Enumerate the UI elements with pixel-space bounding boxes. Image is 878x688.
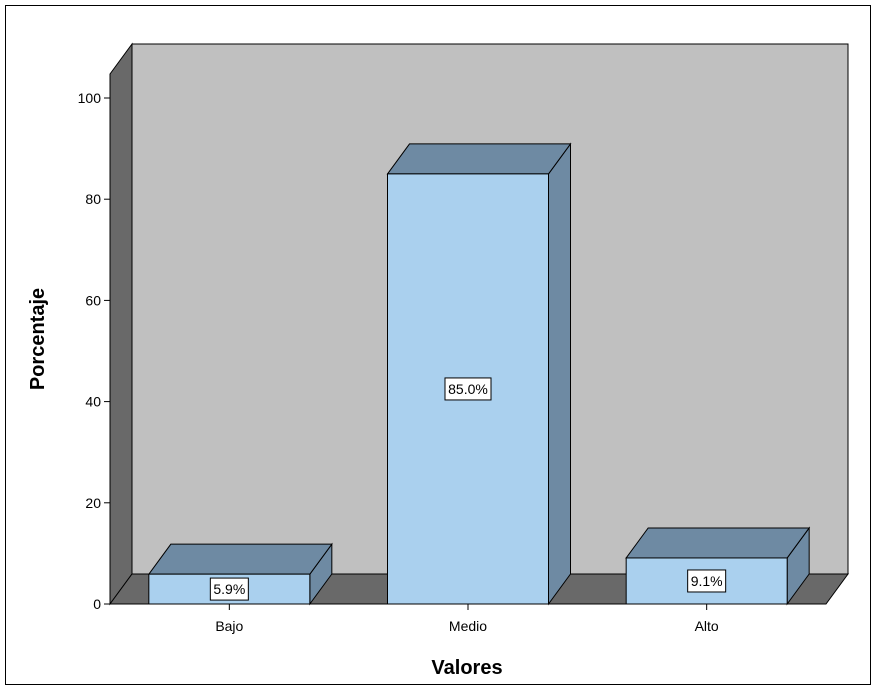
data-label: 9.1% xyxy=(691,573,723,589)
bar-front-face xyxy=(625,557,788,605)
x-axis-title: Valores xyxy=(431,657,502,679)
bar-alto: 9.1% xyxy=(625,526,811,606)
x-tick-label: Bajo xyxy=(215,618,243,634)
y-tick-label: 60 xyxy=(85,292,101,308)
data-label-box xyxy=(209,577,249,601)
data-label: 5.9% xyxy=(213,581,245,597)
bar-bajo: 5.9% xyxy=(147,542,333,606)
x-tick-label: Alto xyxy=(695,618,719,634)
data-label-box xyxy=(687,569,727,593)
data-label-box xyxy=(444,377,492,401)
data-label: 85.0% xyxy=(448,381,488,397)
y-tick-label: 40 xyxy=(85,394,101,410)
bar-top-face xyxy=(386,143,572,175)
y-axis-title: Porcentaje xyxy=(27,288,49,390)
y-tick-label: 100 xyxy=(78,90,102,106)
bar-side-face xyxy=(548,142,571,606)
bar-top-face xyxy=(625,527,811,559)
side-wall xyxy=(109,42,133,606)
y-tick-label: 0 xyxy=(93,596,101,612)
bar-top-face xyxy=(147,543,333,575)
y-tick-label: 80 xyxy=(85,191,101,207)
x-tick-label: Medio xyxy=(449,618,487,634)
bar-medio: 85.0% xyxy=(386,142,572,606)
y-tick-label: 20 xyxy=(85,495,101,511)
